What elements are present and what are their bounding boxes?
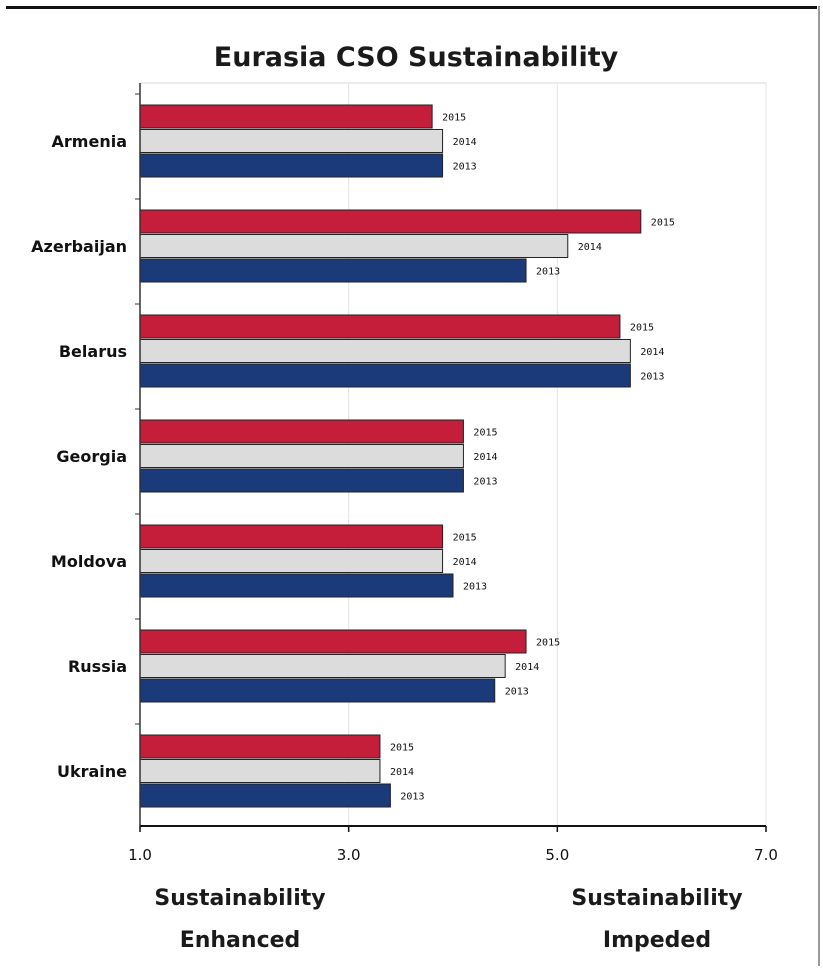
bar-russia-2013 (139, 678, 496, 703)
data-label-azerbaijan-2014: 2014 (578, 242, 602, 253)
data-label-armenia-2013: 2013 (453, 162, 477, 173)
bar-moldova-2015 (139, 524, 444, 549)
bar-moldova-2013 (139, 573, 454, 598)
data-label-armenia-2015: 2015 (442, 113, 466, 124)
data-label-ukraine-2013: 2013 (400, 792, 424, 803)
bar-azerbaijan-2014 (139, 234, 569, 258)
footer-left-line1: Sustainability (154, 886, 325, 911)
bar-armenia-2014 (139, 129, 444, 153)
data-label-belarus-2014: 2014 (640, 347, 664, 358)
data-label-moldova-2015: 2015 (453, 533, 477, 544)
data-label-ukraine-2014: 2014 (390, 767, 414, 778)
bar-belarus-2014 (139, 339, 631, 363)
footer-right-line2: Impeded (603, 928, 711, 953)
bar-ukraine-2015 (139, 734, 381, 759)
category-label-armenia: Armenia (52, 132, 127, 151)
data-label-armenia-2014: 2014 (453, 137, 477, 148)
top-border (6, 6, 817, 9)
bar-russia-2014 (139, 654, 506, 678)
data-labels: 2015 2014 2013 2015 2014 2013 2015 2014 2013 2015… (390, 113, 675, 803)
category-label-georgia: Georgia (56, 447, 127, 466)
chart-title: Eurasia CSO Sustainability (214, 42, 619, 73)
axes: Armenia Azerbaijan Belarus Georgia Moldova Ru… (31, 83, 778, 864)
bar-georgia-2014 (139, 444, 464, 468)
data-label-georgia-2015: 2015 (473, 428, 497, 439)
bar-belarus-2015 (139, 314, 621, 339)
bar-moldova-2014 (139, 549, 444, 573)
x-tick-label: 3.0 (337, 846, 361, 864)
footer-right-line1: Sustainability (571, 886, 742, 911)
data-label-azerbaijan-2013: 2013 (536, 267, 560, 278)
category-label-belarus: Belarus (59, 342, 127, 361)
bar-russia-2015 (139, 629, 527, 654)
footer-left-line2: Enhanced (180, 928, 301, 953)
right-border (818, 6, 820, 966)
bar-ukraine-2014 (139, 759, 381, 783)
bar-georgia-2013 (139, 468, 464, 493)
data-label-moldova-2014: 2014 (453, 557, 477, 568)
data-label-russia-2014: 2014 (515, 662, 539, 673)
data-label-moldova-2013: 2013 (463, 582, 487, 593)
bar-armenia-2013 (139, 153, 444, 178)
bar-azerbaijan-2013 (139, 258, 527, 283)
data-label-ukraine-2015: 2015 (390, 743, 414, 754)
bars (139, 104, 642, 808)
category-label-russia: Russia (68, 657, 127, 676)
bar-azerbaijan-2015 (139, 209, 642, 234)
category-label-ukraine: Ukraine (57, 762, 127, 781)
data-label-belarus-2015: 2015 (630, 323, 654, 334)
data-label-azerbaijan-2015: 2015 (651, 218, 675, 229)
data-label-georgia-2013: 2013 (473, 477, 497, 488)
bar-georgia-2015 (139, 419, 464, 444)
bar-armenia-2015 (139, 104, 433, 129)
data-label-georgia-2014: 2014 (473, 452, 497, 463)
bar-belarus-2013 (139, 363, 631, 388)
data-label-belarus-2013: 2013 (640, 372, 664, 383)
category-label-azerbaijan: Azerbaijan (31, 237, 127, 256)
data-label-russia-2013: 2013 (505, 687, 529, 698)
x-tick-label: 1.0 (128, 846, 152, 864)
category-label-moldova: Moldova (51, 552, 127, 571)
x-tick-label: 5.0 (545, 846, 569, 864)
x-tick-label: 7.0 (754, 846, 778, 864)
data-label-russia-2015: 2015 (536, 638, 560, 649)
bar-ukraine-2013 (139, 783, 391, 808)
